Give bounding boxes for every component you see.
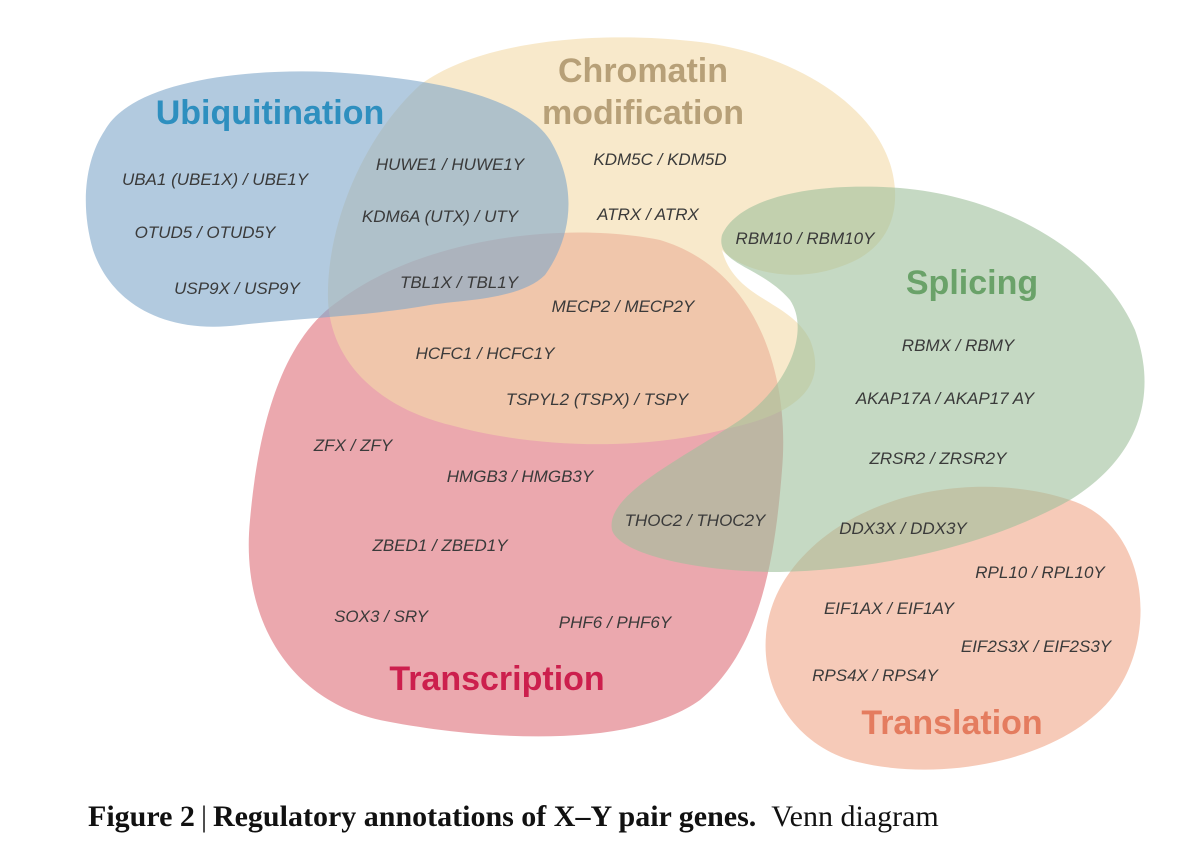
- caption-separator: |: [200, 800, 207, 833]
- gene-label: PHF6 / PHF6Y: [559, 613, 673, 632]
- gene-label: EIF2S3X / EIF2S3Y: [961, 637, 1113, 656]
- gene-label: ATRX / ATRX: [596, 205, 699, 224]
- gene-label: UBA1 (UBE1X) / UBE1Y: [122, 170, 310, 189]
- gene-label: THOC2 / THOC2Y: [625, 511, 767, 530]
- figure-caption: Figure 2 | Regulatory annotations of X–Y p…: [88, 800, 1188, 834]
- caption-label: Figure 2: [88, 800, 195, 833]
- gene-label: DDX3X / DDX3Y: [839, 519, 968, 538]
- gene-label: EIF1AX / EIF1AY: [824, 599, 956, 618]
- set-title-splicing: Splicing: [906, 264, 1038, 302]
- gene-label: RBM10 / RBM10Y: [736, 229, 877, 248]
- caption-text: Venn diagram: [771, 800, 939, 833]
- gene-label: ZFX / ZFY: [313, 436, 394, 455]
- set-title-transcription: Transcription: [389, 660, 604, 698]
- gene-label: TBL1X / TBL1Y: [400, 273, 520, 292]
- gene-label: TSPYL2 (TSPX) / TSPY: [506, 390, 690, 409]
- gene-label: KDM6A (UTX) / UTY: [362, 207, 520, 226]
- gene-label: HMGB3 / HMGB3Y: [447, 467, 595, 486]
- set-title-ubiquitination: Ubiquitination: [156, 94, 385, 132]
- set-title-chromatin-line1: Chromatin: [558, 52, 728, 90]
- set-splicing-region: [611, 186, 1145, 573]
- gene-label: HCFC1 / HCFC1Y: [416, 344, 557, 363]
- gene-label: AKAP17A / AKAP17 AY: [855, 389, 1036, 408]
- venn-diagram: Ubiquitination Chromatin modification Sp…: [85, 37, 1145, 770]
- set-ubiquitination-region: [85, 71, 569, 327]
- gene-label: OTUD5 / OTUD5Y: [135, 223, 277, 242]
- gene-label: ZRSR2 / ZRSR2Y: [869, 449, 1009, 468]
- set-title-chromatin-line2: modification: [542, 94, 744, 132]
- gene-label: HUWE1 / HUWE1Y: [376, 155, 526, 174]
- gene-label: SOX3 / SRY: [334, 607, 430, 626]
- gene-label: MECP2 / MECP2Y: [552, 297, 696, 316]
- gene-label: RPL10 / RPL10Y: [975, 563, 1106, 582]
- gene-label: RBMX / RBMY: [902, 336, 1016, 355]
- caption-title: Regulatory annotations of X–Y pair genes…: [212, 800, 757, 833]
- gene-label: KDM5C / KDM5D: [593, 150, 726, 169]
- set-title-translation: Translation: [861, 704, 1042, 742]
- gene-label: USP9X / USP9Y: [174, 279, 301, 298]
- gene-label: RPS4X / RPS4Y: [812, 666, 939, 685]
- gene-label: ZBED1 / ZBED1Y: [371, 536, 509, 555]
